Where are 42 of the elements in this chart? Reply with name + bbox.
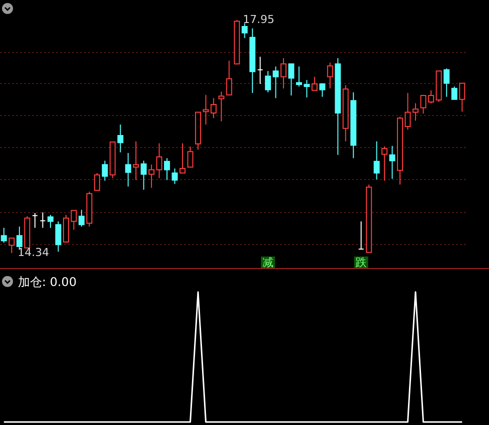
candlestick (94, 172, 100, 191)
candlestick (63, 214, 70, 243)
candlestick (187, 146, 194, 168)
candlestick (164, 158, 170, 181)
candlestick (117, 124, 124, 153)
candlestick (132, 140, 139, 181)
candlestick (218, 91, 224, 122)
text: 减 (262, 256, 274, 269)
candlestick (226, 60, 232, 96)
candlestick (257, 56, 264, 84)
candlestick (296, 66, 302, 87)
candlestick (78, 209, 85, 228)
candlestick (140, 160, 147, 190)
chart-title: 加仓: 0.00 (18, 275, 77, 289)
candlestick (180, 142, 186, 174)
candlestick (312, 76, 318, 91)
annotation: 14.34 (18, 246, 50, 259)
candlestick (358, 220, 364, 250)
annotation: 17.95 (242, 13, 274, 26)
candlestick (32, 212, 38, 228)
candlestick (451, 86, 458, 100)
candlestick (172, 168, 178, 184)
candlestick (374, 140, 380, 180)
candlestick (381, 146, 388, 182)
candlestick (102, 160, 108, 182)
candlestick (125, 152, 132, 188)
candlestick (242, 22, 248, 39)
candlestick (459, 82, 466, 112)
text: 跌 (356, 256, 367, 269)
candlestick (327, 62, 334, 89)
candlestick (288, 63, 294, 96)
candlestick (444, 68, 450, 98)
candlestick (319, 82, 326, 98)
candlestick (389, 145, 396, 180)
candlestick (47, 214, 54, 228)
candlestick (55, 220, 62, 252)
candlestick (8, 238, 15, 254)
candlestick (280, 58, 286, 89)
candlestick (304, 80, 310, 98)
candlestick (0, 227, 7, 244)
candlestick (70, 210, 77, 230)
candlestick (40, 212, 46, 228)
